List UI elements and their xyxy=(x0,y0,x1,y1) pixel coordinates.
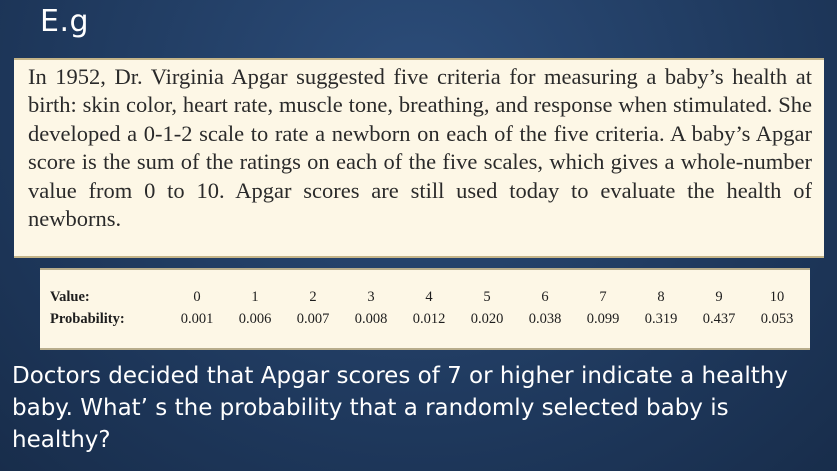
value-cell: 7 xyxy=(599,288,607,305)
probability-cell: 0.020 xyxy=(470,310,504,327)
value-cell: 1 xyxy=(251,288,259,305)
probability-label: Probability: xyxy=(50,310,125,327)
probability-cell: 0.053 xyxy=(760,310,794,327)
probability-cell: 0.437 xyxy=(702,310,736,327)
probability-cell: 0.007 xyxy=(296,310,330,327)
probability-cell: 0.099 xyxy=(586,310,620,327)
probability-cell: 0.038 xyxy=(528,310,562,327)
probability-cell: 0.012 xyxy=(412,310,446,327)
probability-table: Value: 0 1 2 3 4 5 6 7 8 9 10 Probabilit… xyxy=(50,286,806,330)
passage-text: In 1952, Dr. Virginia Apgar suggested fi… xyxy=(14,58,824,258)
value-cell: 6 xyxy=(541,288,549,305)
value-cell: 2 xyxy=(309,288,317,305)
value-cell: 3 xyxy=(367,288,375,305)
value-row: Value: 0 1 2 3 4 5 6 7 8 9 10 xyxy=(50,286,806,308)
question-text: Doctors decided that Apgar scores of 7 o… xyxy=(12,363,788,453)
probability-cell: 0.319 xyxy=(644,310,678,327)
probability-cell: 0.001 xyxy=(180,310,214,327)
probability-table-panel: Value: 0 1 2 3 4 5 6 7 8 9 10 Probabilit… xyxy=(40,268,810,350)
value-cell: 9 xyxy=(715,288,723,305)
value-cell: 8 xyxy=(657,288,665,305)
value-cell: 10 xyxy=(769,288,785,305)
probability-row: Probability: 0.001 0.006 0.007 0.008 0.0… xyxy=(50,308,806,330)
slide-title: E.g xyxy=(40,4,90,39)
value-cell: 0 xyxy=(193,288,201,305)
probability-cell: 0.008 xyxy=(354,310,388,327)
value-cell: 4 xyxy=(425,288,433,305)
probability-cell: 0.006 xyxy=(238,310,272,327)
value-cell: 5 xyxy=(483,288,491,305)
value-label: Value: xyxy=(50,288,90,305)
